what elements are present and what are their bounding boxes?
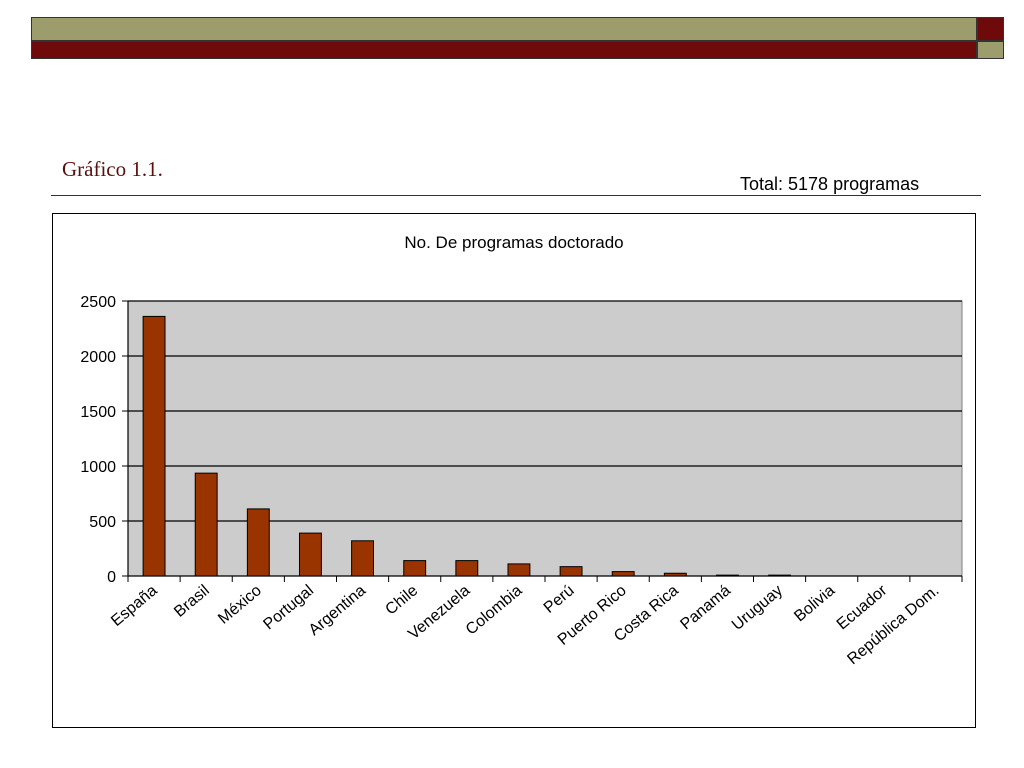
header-square-maroon xyxy=(977,17,1004,41)
bar-9 xyxy=(611,571,635,577)
bar-10 xyxy=(663,572,687,577)
total-label: Total: 5178 programas xyxy=(740,174,920,194)
bar-5 xyxy=(403,560,427,577)
bar-8 xyxy=(559,566,583,577)
bar-3 xyxy=(298,532,322,577)
title-divider xyxy=(51,195,981,196)
y-tick-label: 2000 xyxy=(80,349,116,366)
x-tick-label: Perú xyxy=(541,582,578,617)
chart-title: No. De programas doctorado xyxy=(404,233,623,252)
x-tick-label: República Dom. xyxy=(844,582,942,668)
y-tick-label: 0 xyxy=(107,569,116,586)
header-square-olive xyxy=(977,41,1004,59)
y-tick-label: 1500 xyxy=(80,404,116,421)
header-bar-maroon xyxy=(31,41,977,59)
bar-12 xyxy=(768,574,792,577)
x-tick-label: Bolivia xyxy=(791,582,838,625)
x-tick-label: Uruguay xyxy=(729,582,786,634)
bar-2 xyxy=(246,508,270,577)
x-tick-label: Colombia xyxy=(463,582,526,639)
y-tick-label: 500 xyxy=(89,514,116,531)
x-tick-label: Panamá xyxy=(677,582,734,633)
bar-4 xyxy=(351,540,375,577)
y-tick-label: 1000 xyxy=(80,459,116,476)
x-tick-label: Brasil xyxy=(171,582,213,621)
bar-1 xyxy=(194,472,218,577)
slide-title: Gráfico 1.1. xyxy=(62,157,163,181)
bar-7 xyxy=(507,563,531,577)
header-bar-olive xyxy=(31,17,977,41)
bar-6 xyxy=(455,560,479,577)
x-tick-label: México xyxy=(215,582,265,628)
x-tick-label: España xyxy=(108,582,161,630)
x-tick-label: Argentina xyxy=(306,582,369,639)
y-tick-label: 2500 xyxy=(80,294,116,311)
x-tick-label: Chile xyxy=(382,582,421,619)
bar-11 xyxy=(715,574,739,577)
bar-0 xyxy=(142,315,166,577)
